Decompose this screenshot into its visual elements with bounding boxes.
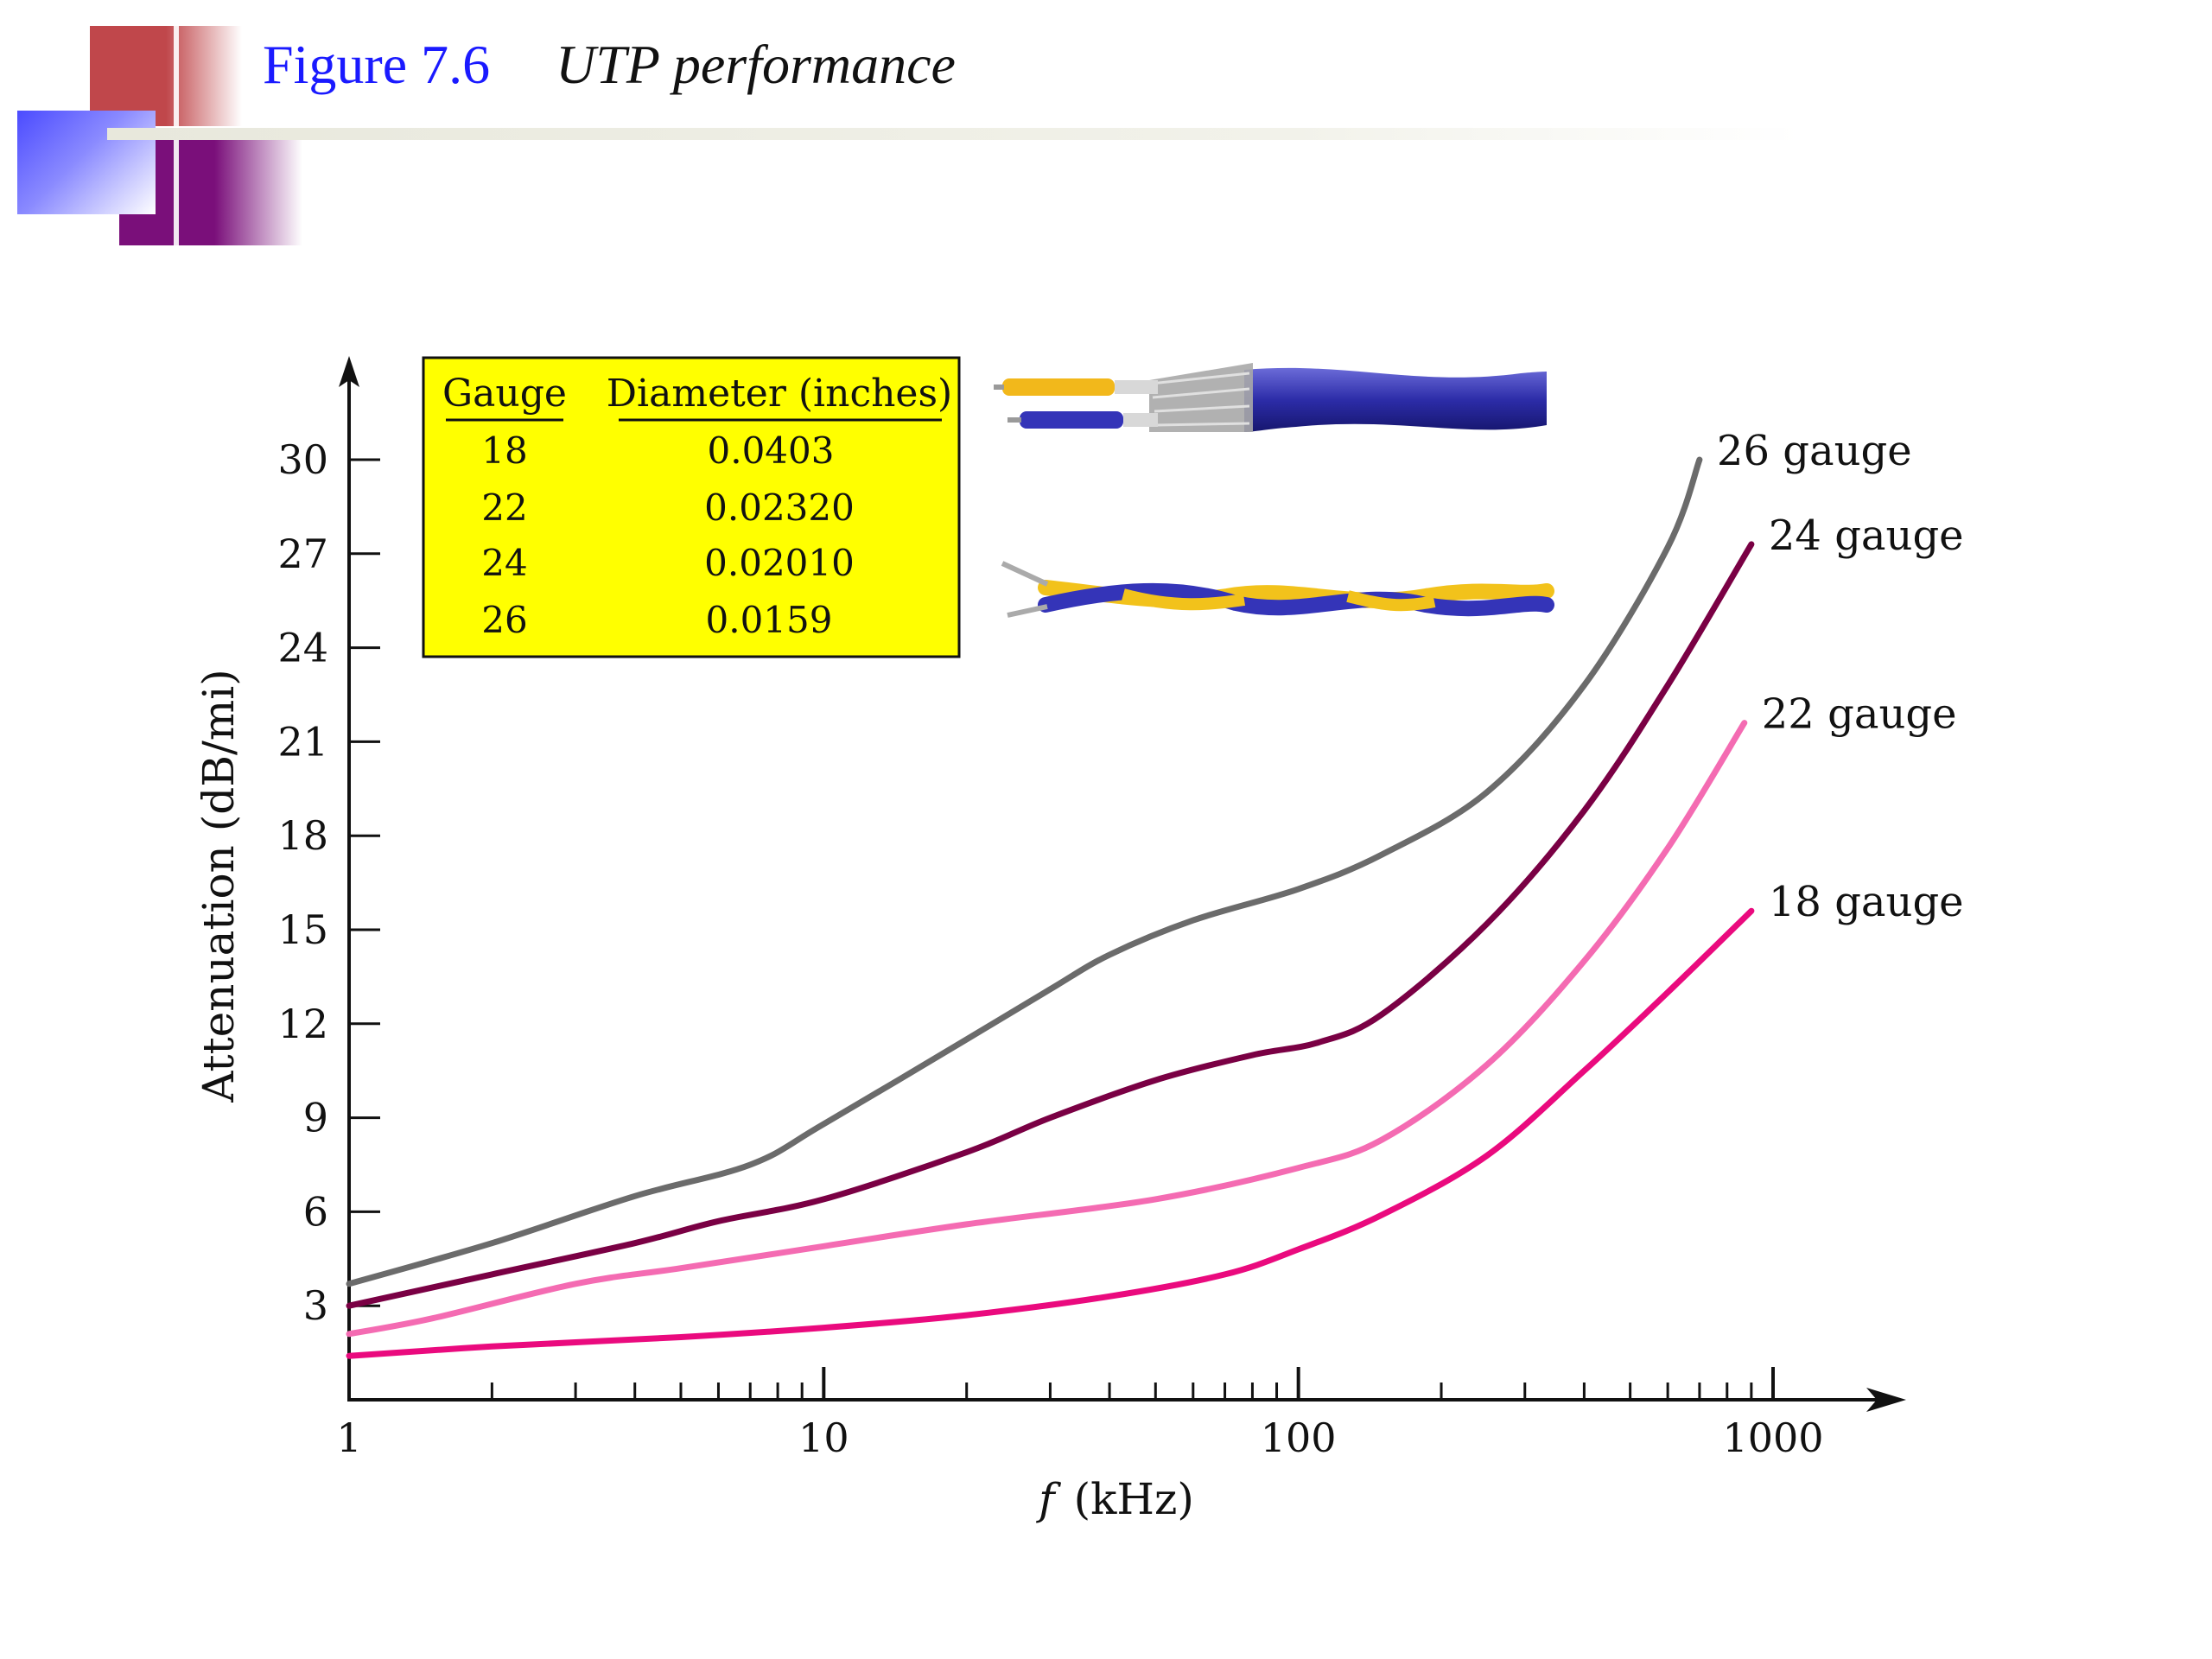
table-cell-diameter: 0.02010 (704, 542, 855, 584)
table-cell-gauge: 24 (481, 542, 527, 584)
series-line-18-gauge (346, 907, 1755, 1359)
series-label-26-gauge: 26 gauge (1717, 427, 1912, 475)
y-ticks: 3 6 9 12 15 18 21 24 27 30 (277, 436, 380, 1329)
y-tick-label: 27 (277, 531, 328, 577)
shielded-cable-image (994, 363, 1547, 432)
gauge-table: Gauge Diameter (inches) 18 0.0403 22 0.0… (422, 356, 961, 658)
x-tick-label: 100 (1261, 1414, 1337, 1461)
series-label-18-gauge: 18 gauge (1769, 878, 1964, 926)
x-minor-ticks (490, 1382, 1753, 1400)
figure-number: Figure 7.6 (263, 34, 491, 95)
table-cell-diameter: 0.0159 (706, 599, 833, 641)
y-tick-label: 12 (277, 1001, 328, 1047)
figure-caption: UTP performance (556, 34, 956, 95)
y-tick-label: 24 (277, 625, 328, 671)
x-axis-label-variable: f (1035, 1474, 1061, 1524)
gauge-table-background (422, 356, 961, 658)
x-tick-label: 1 (336, 1414, 361, 1461)
y-tick-label: 30 (277, 436, 328, 483)
series-lines (346, 456, 1755, 1359)
series-label-22-gauge: 22 gauge (1762, 690, 1957, 739)
y-axis (339, 356, 359, 1402)
y-tick-label: 15 (277, 906, 328, 953)
series-line-26-gauge (346, 456, 1703, 1287)
table-cell-diameter: 0.0403 (708, 429, 835, 472)
x-ticks: 1 10 100 1000 (336, 1367, 1824, 1461)
table-header-diameter: Diameter (inches) (607, 372, 952, 416)
y-tick-label: 3 (303, 1282, 328, 1329)
series-line-24-gauge (346, 541, 1755, 1309)
title-underline-bar (107, 128, 1801, 140)
series-labels: 26 gauge 24 gauge 22 gauge 18 gauge (1717, 427, 1964, 926)
x-axis (349, 1388, 1906, 1412)
unshielded-cable-image (1001, 561, 1554, 618)
y-tick-label: 21 (277, 718, 328, 765)
y-tick-label: 18 (277, 812, 328, 859)
series-line-22-gauge (346, 720, 1748, 1338)
y-axis-arrow-icon (339, 356, 359, 387)
y-axis-label: Attenuation (dB/mi) (194, 669, 244, 1103)
table-cell-gauge: 18 (481, 429, 527, 472)
series-label-24-gauge: 24 gauge (1769, 512, 1964, 560)
x-axis-label: f (kHz) (1035, 1474, 1194, 1524)
corner-block-red (90, 26, 242, 126)
y-tick-label: 9 (303, 1095, 328, 1141)
table-cell-diameter: 0.02320 (704, 486, 855, 529)
table-cell-gauge: 22 (481, 486, 527, 529)
x-tick-label: 1000 (1722, 1414, 1823, 1461)
x-tick-label: 10 (798, 1414, 849, 1461)
corner-divider-line-vertical (174, 0, 179, 251)
table-cell-gauge: 26 (481, 599, 527, 641)
table-header-gauge: Gauge (442, 372, 567, 416)
figure-title: Figure 7.6 UTP performance (263, 33, 956, 97)
y-tick-label: 6 (303, 1188, 328, 1235)
x-axis-label-unit: (kHz) (1074, 1474, 1194, 1524)
x-axis-arrow-icon (1866, 1388, 1906, 1412)
